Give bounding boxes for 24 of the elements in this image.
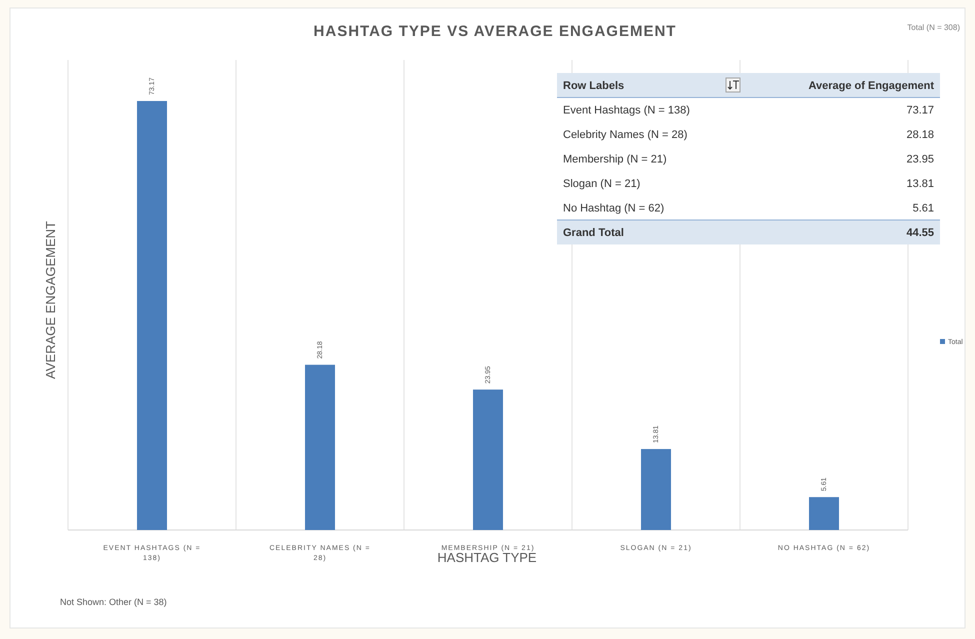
annotation: Celebrity Names (N = 28) <box>563 129 688 141</box>
annotation: 44.55 <box>906 227 934 239</box>
annotation: 73.17 <box>906 104 934 116</box>
x-axis-title: HASHTAG TYPE <box>437 550 537 565</box>
text: Not Shown: Other (N = 38) <box>60 597 167 607</box>
annotation: No Hashtag (N = 62) <box>563 202 664 214</box>
text: Row Labels <box>563 80 624 92</box>
annotation: Grand Total <box>563 227 624 239</box>
annotation: Slogan (N = 21) <box>563 178 640 190</box>
bar <box>809 497 839 530</box>
annotation: 28.18 <box>906 129 934 141</box>
text: Average of Engagement <box>808 80 934 92</box>
text: 5.61 <box>912 202 934 214</box>
bar <box>473 390 503 530</box>
annotation: 13.81 <box>906 178 934 190</box>
y-axis-title: AVERAGE ENGAGEMENT <box>43 220 58 379</box>
bar <box>137 101 167 530</box>
text: Total (N = 308) <box>907 23 960 32</box>
chart-title: HASHTAG TYPE VS AVERAGE ENGAGEMENT <box>314 23 676 40</box>
annotation: Membership (N = 21) <box>563 154 667 166</box>
annotation: Event Hashtags (N = 138) <box>563 104 690 116</box>
annotation: 23.95 <box>906 154 934 166</box>
bar <box>305 364 335 530</box>
bar <box>641 449 671 530</box>
